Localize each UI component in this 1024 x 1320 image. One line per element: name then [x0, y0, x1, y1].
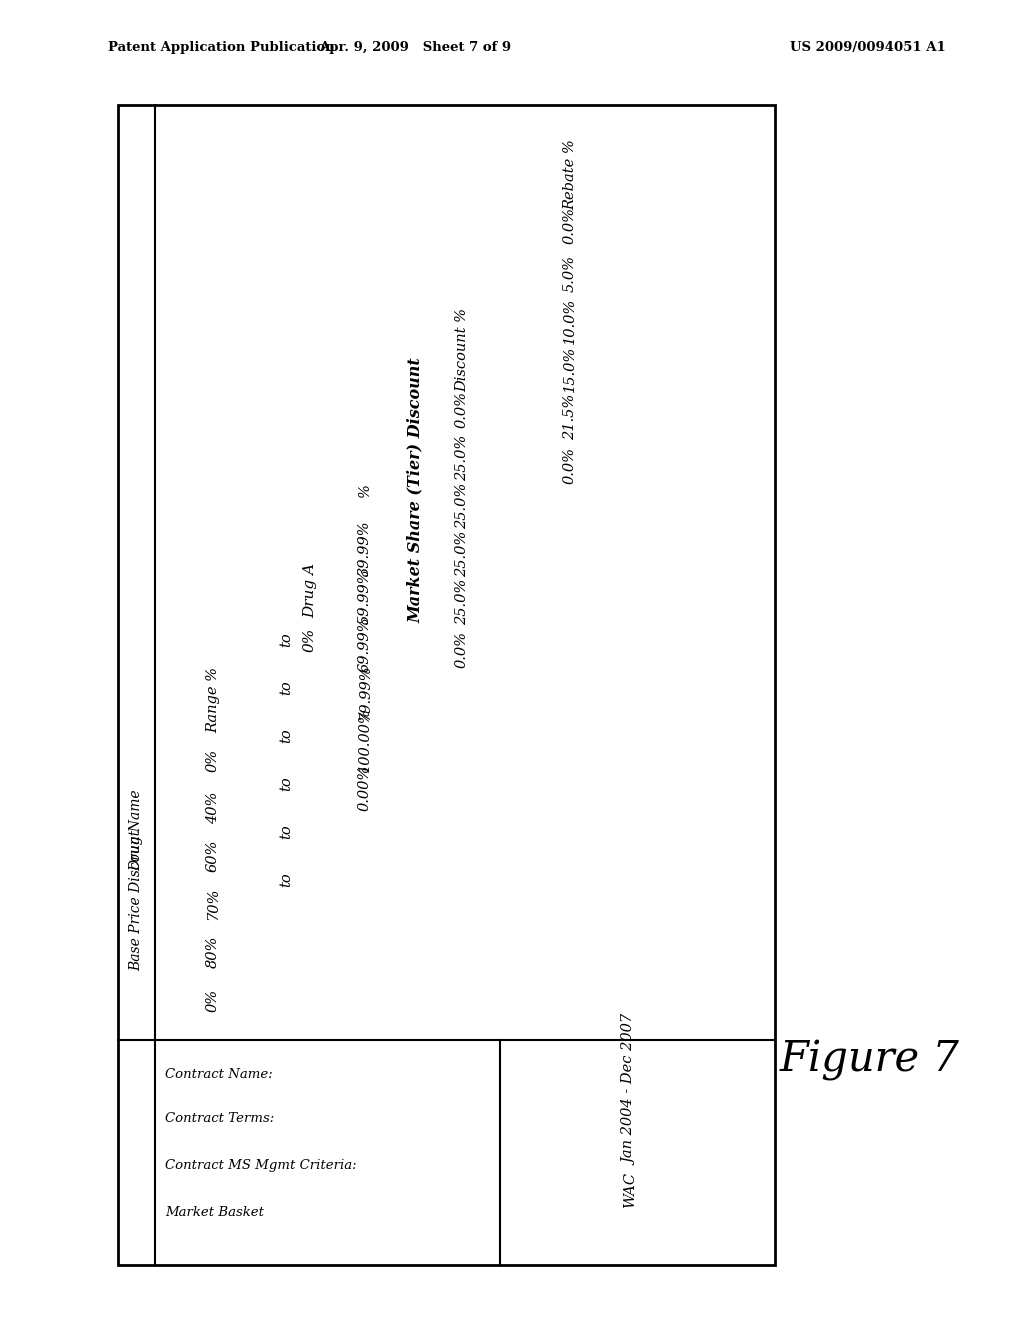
Text: Patent Application Publication: Patent Application Publication — [108, 41, 335, 54]
Text: 0.00%: 0.00% — [358, 764, 372, 810]
Text: 25.0%: 25.0% — [455, 531, 469, 577]
Text: Contract Terms:: Contract Terms: — [165, 1111, 274, 1125]
Text: 0.0%: 0.0% — [455, 631, 469, 668]
Text: to: to — [279, 681, 293, 696]
Text: 25.0%: 25.0% — [455, 434, 469, 480]
Text: 0%: 0% — [206, 748, 220, 772]
Text: 70%: 70% — [206, 888, 220, 920]
Text: Contract MS Mgmt Criteria:: Contract MS Mgmt Criteria: — [165, 1159, 356, 1172]
Text: WAC: WAC — [623, 1172, 637, 1208]
Text: 39.99%: 39.99% — [358, 520, 372, 576]
Text: US 2009/0094051 A1: US 2009/0094051 A1 — [790, 41, 946, 54]
Text: 21.5%: 21.5% — [563, 393, 577, 440]
Text: to: to — [279, 776, 293, 791]
Text: 100.00%: 100.00% — [358, 708, 372, 772]
Text: 60%: 60% — [206, 840, 220, 873]
Text: to: to — [279, 632, 293, 647]
Text: 5.0%: 5.0% — [563, 255, 577, 292]
Text: 79.99%: 79.99% — [358, 664, 372, 719]
Text: Contract Name:: Contract Name: — [165, 1068, 272, 1081]
Text: %: % — [358, 483, 372, 496]
Text: 25.0%: 25.0% — [455, 579, 469, 626]
Text: Range %: Range % — [206, 667, 220, 733]
Text: Jan 2004 - Dec 2007: Jan 2004 - Dec 2007 — [623, 1015, 637, 1166]
Text: 0.0%: 0.0% — [455, 392, 469, 429]
Text: 10.0%: 10.0% — [563, 298, 577, 345]
Text: Base Price Discount: Base Price Discount — [129, 829, 143, 970]
Text: 80%: 80% — [206, 936, 220, 968]
Text: 40%: 40% — [206, 792, 220, 824]
Text: 0%: 0% — [206, 989, 220, 1011]
Text: Discount %: Discount % — [455, 308, 469, 392]
Text: Rebate %: Rebate % — [563, 140, 577, 210]
Text: to: to — [279, 729, 293, 743]
Text: Market Share (Tier) Discount: Market Share (Tier) Discount — [407, 358, 424, 623]
Text: Figure 7: Figure 7 — [780, 1039, 959, 1081]
Bar — [118, 106, 775, 1265]
Text: 0%: 0% — [303, 628, 317, 652]
Text: 59.99%: 59.99% — [358, 568, 372, 624]
Text: 25.0%: 25.0% — [455, 483, 469, 529]
Text: Drug Name: Drug Name — [129, 789, 143, 871]
Text: to: to — [279, 873, 293, 887]
Text: 0.0%: 0.0% — [563, 446, 577, 483]
Text: Market Basket: Market Basket — [165, 1205, 264, 1218]
Text: 0.0%: 0.0% — [563, 206, 577, 243]
Text: Apr. 9, 2009   Sheet 7 of 9: Apr. 9, 2009 Sheet 7 of 9 — [318, 41, 511, 54]
Text: to: to — [279, 825, 293, 840]
Text: Drug A: Drug A — [303, 562, 317, 618]
Text: 69.99%: 69.99% — [358, 616, 372, 672]
Text: 15.0%: 15.0% — [563, 346, 577, 392]
